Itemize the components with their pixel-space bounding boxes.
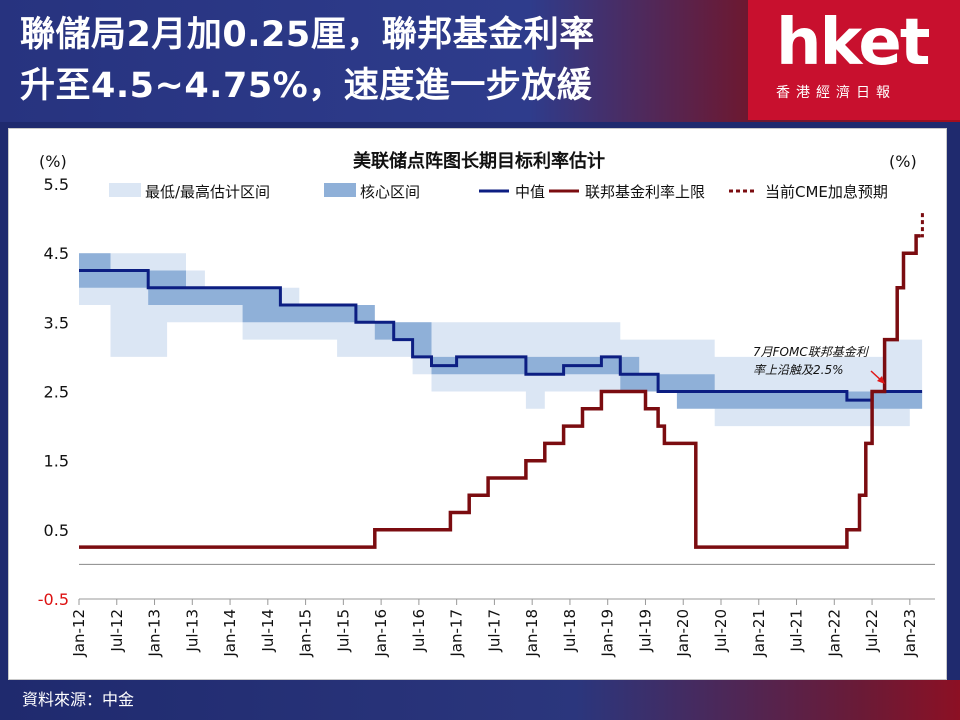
annotation-arrowhead	[877, 376, 885, 384]
x-tick-label: Jul-12	[108, 609, 126, 653]
logo-brand: hket	[776, 6, 930, 80]
y-tick-label: 2.5	[44, 383, 69, 402]
source-note: 資料來源：中金	[22, 690, 135, 709]
fed-funds-line	[79, 234, 921, 549]
hket-logo[interactable]: hket 香港經濟日報	[748, 0, 960, 120]
headline: 聯儲局2月加0.25厘，聯邦基金利率 升至4.5~4.75%，速度進一步放緩	[20, 10, 720, 112]
y-tick-label: 0.5	[44, 521, 69, 540]
legend-item: 核心区间	[324, 183, 420, 201]
legend-item: 联邦基金利率上限	[549, 183, 705, 201]
y-unit-left: (%)	[39, 152, 67, 171]
chart-title: 美联储点阵图长期目标利率估计	[353, 150, 605, 172]
x-tick-label: Jan-19	[599, 609, 617, 658]
x-tick-label: Jul-21	[788, 609, 806, 653]
legend-label: 最低/最高估计区间	[145, 183, 270, 201]
legend-label: 核心区间	[360, 183, 420, 201]
chart-panel: 美联储点阵图长期目标利率估计 (%) (%) 最低/最高估计区间 核心区间 中值 联邦…	[8, 128, 947, 680]
x-tick-label: Jul-18	[561, 609, 579, 653]
plot-area	[79, 212, 924, 549]
y-tick-label: -0.5	[38, 590, 69, 609]
logo-subtitle: 香港經濟日報	[776, 85, 896, 101]
x-tick-label: Jan-17	[448, 609, 466, 658]
median-line	[79, 269, 923, 402]
y-unit-right: (%)	[889, 152, 917, 171]
legend-item: 最低/最高估计区间	[109, 183, 270, 201]
legend-item: 当前CME加息预期	[729, 183, 888, 201]
legend-label: 联邦基金利率上限	[585, 183, 705, 201]
x-tick-label: Jan-16	[372, 609, 390, 658]
legend-swatch	[324, 183, 356, 197]
x-tick-label: Jan-20	[674, 609, 692, 658]
x-tick-label: Jul-17	[485, 609, 503, 653]
legend-item: 中值	[479, 183, 545, 201]
x-tick-label: Jan-12	[70, 609, 88, 658]
cme-expectation-line	[920, 212, 924, 238]
legend-label: 当前CME加息预期	[765, 183, 888, 201]
x-tick-label: Jan-13	[146, 609, 164, 658]
y-tick-label: 4.5	[44, 244, 69, 263]
chart-legend: 最低/最高估计区间 核心区间 中值 联邦基金利率上限 当前CME加息预期	[109, 183, 888, 201]
y-tick-label: 5.5	[44, 175, 69, 194]
core-band	[79, 253, 923, 409]
x-tick-label: Jan-23	[901, 609, 919, 658]
x-tick-label: Jul-16	[410, 609, 428, 653]
annotation-line-1: 7月FOMC联邦基金利	[753, 345, 870, 359]
x-tick-label: Jul-20	[712, 609, 730, 653]
x-tick-label: Jan-14	[221, 609, 239, 658]
fed-rate-chart: 美联储点阵图长期目标利率估计 (%) (%) 最低/最高估计区间 核心区间 中值 联邦…	[38, 150, 935, 658]
x-tick-label: Jul-22	[863, 609, 881, 653]
footer: 資料來源：中金	[0, 680, 960, 720]
x-tick-label: Jan-18	[523, 609, 541, 658]
x-tick-label: Jan-15	[297, 609, 315, 658]
x-tick-label: Jul-13	[183, 609, 201, 653]
y-tick-label: 3.5	[44, 313, 69, 332]
y-tick-label: 1.5	[44, 452, 69, 471]
legend-swatch	[109, 183, 141, 197]
annotation-line-2: 率上沿触及2.5%	[753, 363, 844, 377]
x-tick-label: Jan-21	[750, 609, 768, 658]
legend-label: 中值	[515, 183, 545, 201]
x-tick-label: Jan-22	[825, 609, 843, 658]
x-tick-label: Jul-19	[636, 609, 654, 653]
headline-line-2: 升至4.5~4.75%，速度進一步放緩	[20, 66, 593, 106]
x-tick-label: Jul-14	[259, 609, 277, 653]
x-tick-label: Jul-15	[334, 609, 352, 653]
headline-line-1: 聯儲局2月加0.25厘，聯邦基金利率	[20, 15, 595, 55]
fomc-annotation: 7月FOMC联邦基金利 率上沿触及2.5%	[753, 345, 885, 384]
